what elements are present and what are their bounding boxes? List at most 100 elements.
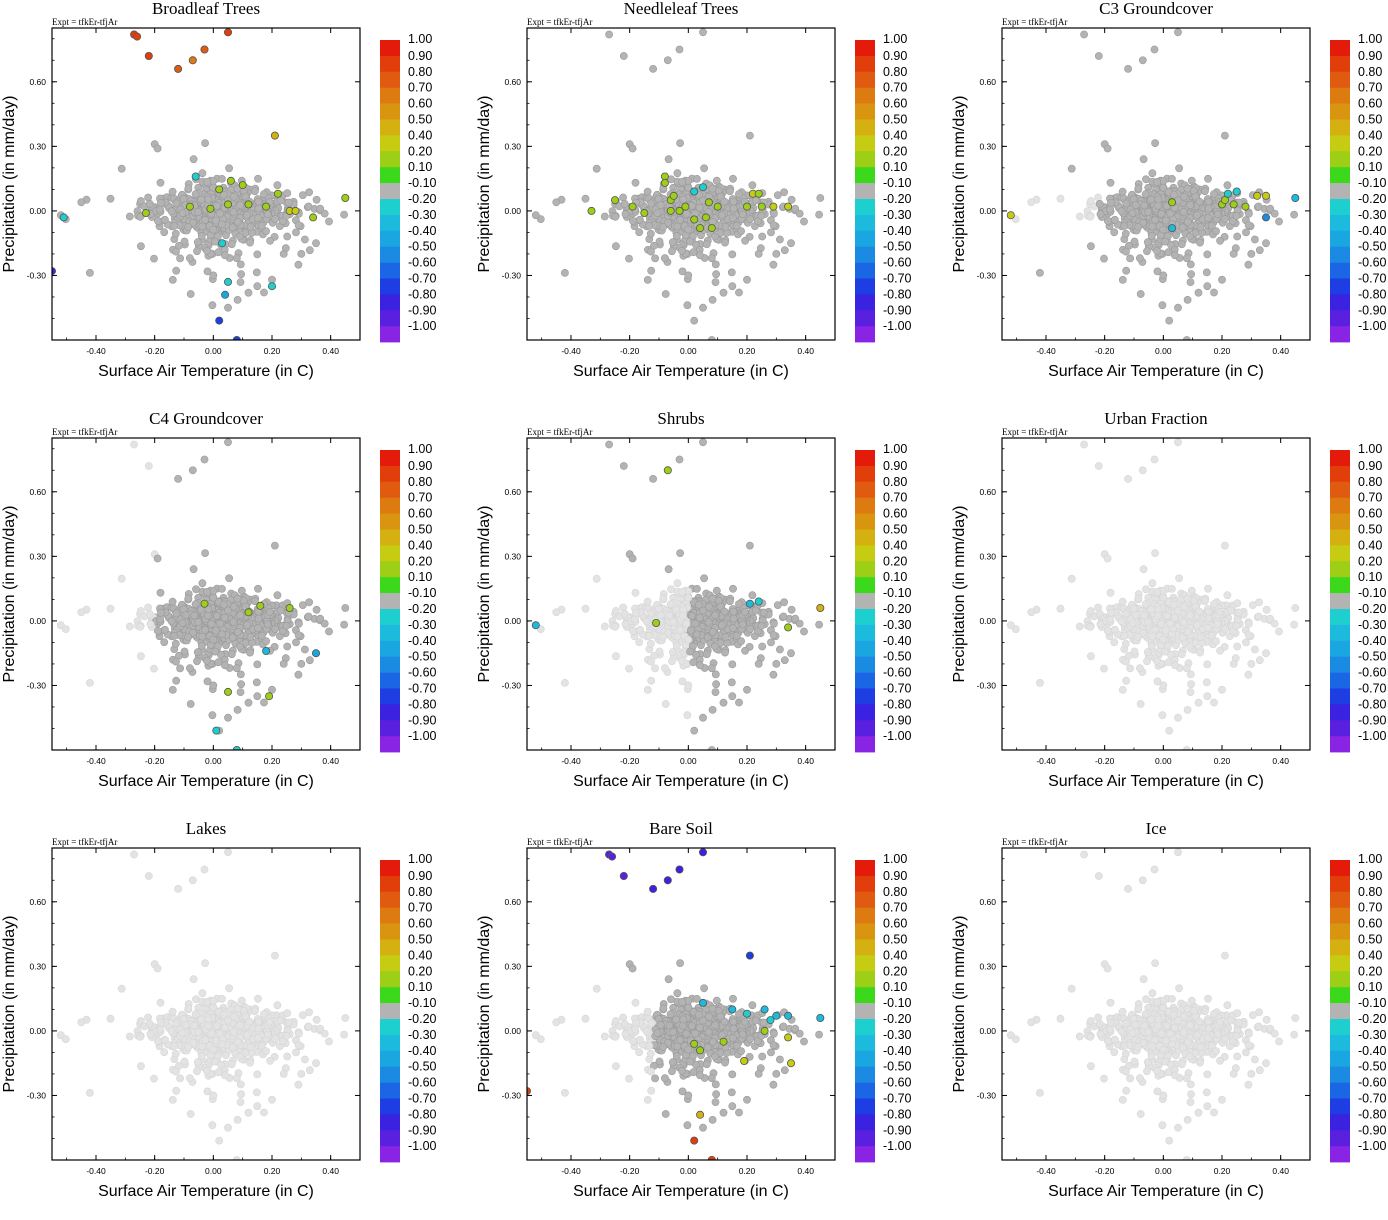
background-point bbox=[1174, 304, 1181, 311]
background-point bbox=[680, 196, 687, 203]
colorbar-label: -0.90 bbox=[408, 303, 437, 317]
background-point bbox=[788, 196, 795, 203]
background-point bbox=[208, 620, 215, 627]
background-point bbox=[157, 999, 164, 1006]
background-point bbox=[1107, 616, 1114, 623]
background-point bbox=[260, 699, 267, 706]
background-point bbox=[721, 198, 728, 205]
y-axis-label: Precipitation (in mm/day) bbox=[1, 96, 18, 273]
data-point bbox=[702, 214, 709, 221]
background-point bbox=[749, 592, 756, 599]
colorbar-swatch bbox=[1330, 56, 1350, 72]
background-point bbox=[1168, 175, 1175, 182]
background-point bbox=[726, 598, 733, 605]
background-point bbox=[182, 612, 189, 619]
background-point bbox=[601, 213, 608, 220]
colorbar-label: 0.80 bbox=[1358, 65, 1382, 79]
background-point bbox=[770, 620, 777, 627]
background-point bbox=[747, 625, 754, 632]
background-point bbox=[126, 623, 133, 630]
background-point bbox=[721, 649, 728, 656]
colorbar-swatch bbox=[855, 167, 875, 183]
background-point bbox=[733, 222, 740, 229]
background-point bbox=[561, 269, 568, 276]
colorbar-label: -0.50 bbox=[408, 240, 437, 254]
background-point bbox=[683, 620, 690, 627]
background-point bbox=[636, 626, 643, 633]
colorbar-swatch bbox=[1330, 577, 1350, 593]
background-point bbox=[1188, 587, 1195, 594]
colorbar-label: -0.30 bbox=[1358, 208, 1387, 222]
background-point bbox=[205, 196, 212, 203]
background-point bbox=[191, 612, 198, 619]
colorbar-label: -0.40 bbox=[408, 224, 437, 238]
background-point bbox=[157, 616, 164, 623]
background-point bbox=[210, 226, 217, 233]
background-point bbox=[254, 283, 261, 290]
background-point bbox=[1197, 223, 1204, 230]
background-point bbox=[246, 239, 253, 246]
background-point bbox=[1148, 642, 1155, 649]
background-point bbox=[1119, 276, 1126, 283]
data-point bbox=[145, 52, 152, 59]
y-tick-label: 0.30 bbox=[504, 141, 521, 151]
background-point bbox=[1271, 620, 1278, 627]
background-point bbox=[172, 640, 179, 647]
colorbar-label: -0.80 bbox=[408, 287, 437, 301]
colorbar-label: -0.30 bbox=[883, 618, 912, 632]
background-point bbox=[185, 185, 192, 192]
data-point bbox=[697, 225, 704, 232]
background-point bbox=[691, 727, 698, 734]
background-point bbox=[1184, 628, 1191, 635]
background-point bbox=[292, 1049, 299, 1056]
background-point bbox=[644, 188, 651, 195]
colorbar-swatch bbox=[855, 704, 875, 720]
x-tick-label: 0.20 bbox=[264, 756, 281, 766]
colorbar-swatch bbox=[855, 689, 875, 705]
background-point bbox=[1076, 213, 1083, 220]
colorbar-swatch bbox=[380, 326, 400, 342]
background-point bbox=[647, 248, 654, 255]
data-point bbox=[653, 619, 660, 626]
background-point bbox=[251, 188, 258, 195]
background-point bbox=[684, 302, 691, 309]
y-tick-label: 0.30 bbox=[29, 141, 46, 151]
background-point bbox=[1248, 660, 1255, 667]
background-point bbox=[1242, 229, 1249, 236]
colorbar-label: -0.60 bbox=[1358, 666, 1387, 680]
colorbar-swatch bbox=[855, 657, 875, 673]
background-point bbox=[280, 660, 287, 667]
x-tick-label: 0.00 bbox=[1155, 756, 1172, 766]
background-point bbox=[187, 700, 194, 707]
background-point bbox=[629, 555, 636, 562]
background-point bbox=[1210, 601, 1217, 608]
background-point bbox=[606, 31, 613, 38]
background-point bbox=[729, 625, 736, 632]
background-point bbox=[1096, 200, 1103, 207]
colorbar-swatch bbox=[380, 657, 400, 673]
background-point bbox=[1036, 679, 1043, 686]
background-point bbox=[632, 589, 639, 596]
background-point bbox=[743, 276, 750, 283]
colorbar-swatch bbox=[1330, 641, 1350, 657]
colorbar-swatch bbox=[380, 545, 400, 561]
colorbar-label: -0.20 bbox=[408, 602, 437, 616]
background-point bbox=[1180, 208, 1187, 215]
background-point bbox=[620, 194, 627, 201]
background-point bbox=[255, 615, 262, 622]
data-point bbox=[239, 182, 246, 189]
background-point bbox=[752, 607, 759, 614]
background-point bbox=[295, 620, 302, 627]
colorbar-swatch bbox=[855, 609, 875, 625]
background-point bbox=[1245, 620, 1252, 627]
colorbar-label: -0.20 bbox=[1358, 602, 1387, 616]
x-tick-label: -0.20 bbox=[145, 756, 165, 766]
background-point bbox=[1271, 210, 1278, 217]
background-point bbox=[1087, 243, 1094, 250]
background-point bbox=[729, 585, 736, 592]
background-point bbox=[1129, 620, 1136, 627]
data-point bbox=[312, 650, 319, 657]
data-point bbox=[342, 194, 349, 201]
background-point bbox=[699, 29, 706, 36]
